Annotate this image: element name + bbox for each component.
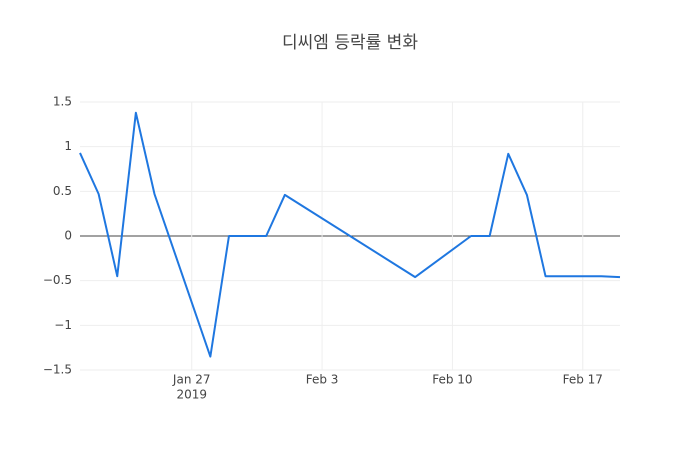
y-tick-label: −1	[54, 318, 72, 332]
chart-title: 디씨엠 등락률 변화	[282, 33, 418, 53]
y-tick-label: 0	[64, 229, 72, 243]
x-tick-label: Feb 17	[563, 373, 603, 387]
y-tick-label: 1	[64, 139, 72, 153]
x-tick-label: Feb 3	[306, 373, 339, 387]
x-tick-year: 2019	[176, 388, 207, 402]
line-series	[79, 111, 621, 358]
y-tick-label: −1.5	[43, 363, 72, 377]
y-tick-label: 0.5	[53, 184, 72, 198]
y-tick-label: 1.5	[53, 95, 72, 109]
x-tick-label: Feb 10	[432, 373, 472, 387]
y-tick-label: −0.5	[43, 273, 72, 287]
x-tick-label: Jan 27	[172, 373, 211, 387]
